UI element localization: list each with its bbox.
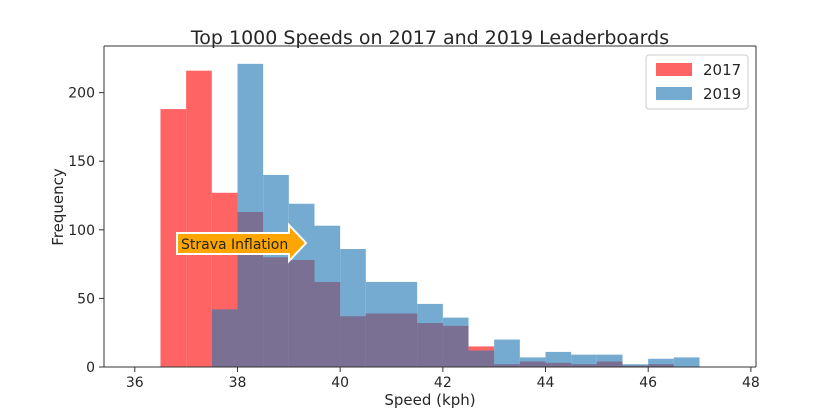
x-tick-label: 46	[639, 375, 657, 391]
x-tick-label: 48	[742, 375, 760, 391]
bar-overlap-45.5	[622, 365, 649, 367]
annotation-text: Strava Inflation	[181, 237, 288, 253]
legend-swatch-2017	[656, 63, 692, 76]
x-tick-label: 38	[229, 375, 247, 391]
bar-2019-43	[494, 339, 520, 367]
bar-2019-46.5	[673, 357, 700, 367]
bar-overlap-41.5	[417, 323, 443, 367]
y-tick-label: 0	[86, 360, 95, 376]
bar-overlap-40.5	[365, 313, 392, 367]
bar-overlap-38.5	[263, 257, 289, 367]
bar-2017-37	[186, 70, 212, 367]
x-tick-label: 42	[434, 375, 452, 391]
legend-label-2017: 2017	[703, 61, 741, 79]
bar-overlap-43.5	[519, 361, 546, 367]
bar-overlap-40	[340, 316, 366, 367]
bar-overlap-43	[494, 364, 520, 367]
bar-overlap-42	[442, 325, 469, 367]
x-tick-label: 40	[331, 375, 349, 391]
bar-overlap-41	[391, 313, 418, 367]
bar-overlap-37.5	[211, 309, 238, 367]
bar-2019-46	[648, 358, 674, 367]
annotation-arrow	[176, 222, 308, 264]
legend: 2017 2019	[645, 54, 749, 110]
x-axis-label: Speed (kph)	[384, 391, 475, 409]
legend-swatch-2019	[656, 87, 692, 100]
chart-title: Top 1000 Speeds on 2017 and 2019 Leaderb…	[190, 27, 669, 49]
y-axis-label: Frequency	[49, 168, 67, 246]
y-tick-label: 200	[68, 86, 95, 102]
bar-overlap-39.5	[314, 281, 341, 367]
bar-overlap-44.5	[571, 364, 597, 367]
y-tick-label: 100	[68, 223, 95, 239]
x-tick-label: 44	[537, 375, 555, 391]
bar-overlap-42.5	[468, 350, 495, 367]
bar-overlap-39	[288, 260, 315, 367]
annotation: Strava Inflation	[176, 222, 308, 264]
bar-2019-44.5	[571, 354, 597, 367]
y-tick-label: 150	[68, 154, 95, 170]
x-tick-label: 36	[126, 375, 144, 391]
legend-label-2019: 2019	[703, 85, 741, 103]
bar-overlap-46	[648, 364, 674, 367]
bar-overlap-45	[596, 361, 623, 367]
y-tick-label: 50	[77, 291, 95, 307]
bar-overlap-44	[545, 362, 572, 367]
